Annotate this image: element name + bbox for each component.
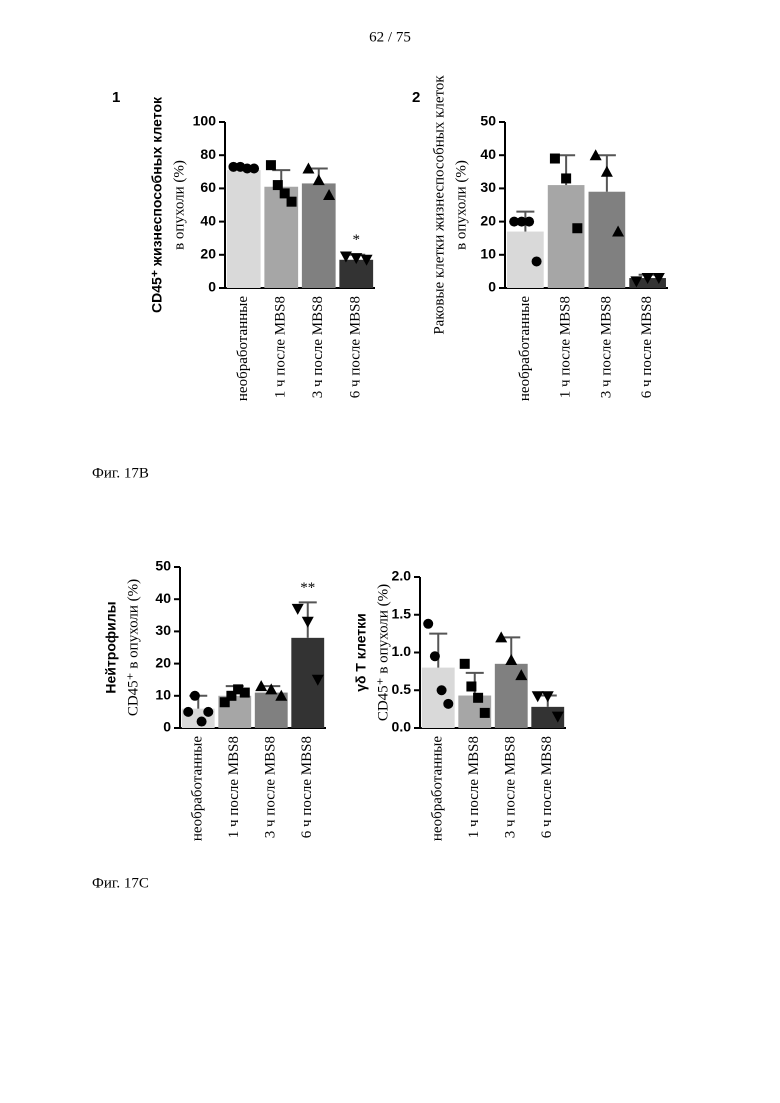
x-tick-label: необработанные: [517, 296, 533, 401]
y-tick-label: 0: [163, 719, 171, 735]
data-point: [505, 654, 517, 665]
x-tick-label: 3 ч после MBS8: [598, 296, 614, 398]
x-tick-label: 1 ч после MBS8: [226, 736, 242, 838]
page: 62 / 75 Фиг. 17B Фиг. 17C 1 CD45⁺ жизнесп…: [0, 0, 780, 1103]
x-tick-label: необработанные: [430, 736, 446, 841]
panel-label: 1: [112, 89, 120, 106]
data-point: [532, 691, 544, 702]
page-number: 62 / 75: [369, 29, 411, 45]
data-point: [423, 619, 433, 629]
data-point: [550, 154, 560, 164]
data-point: [240, 688, 250, 698]
y-tick-label: 80: [200, 146, 216, 162]
y-tick-label: 20: [200, 246, 216, 262]
y-axis-label: в опухоли (%): [453, 160, 469, 250]
x-tick-label: 3 ч после MBS8: [310, 296, 326, 398]
panel-label: 2: [412, 89, 420, 106]
y-tick-label: 40: [155, 590, 171, 606]
data-point: [460, 659, 470, 669]
data-point: [265, 683, 277, 694]
x-tick-label: 1 ч после MBS8: [466, 736, 482, 838]
data-point: [532, 256, 542, 266]
y-axis-label: CD45⁺ в опухоли (%): [375, 584, 391, 721]
y-tick-label: 0.0: [392, 719, 412, 735]
y-tick-label: 1.0: [392, 643, 412, 659]
y-tick-label: 10: [155, 687, 171, 703]
bar: [422, 668, 455, 728]
y-axis-label: γδ T клетки: [353, 613, 369, 692]
x-tick-label: 6 ч после MBS8: [639, 296, 655, 398]
x-tick-label: необработанные: [235, 296, 251, 401]
data-point: [480, 708, 490, 718]
y-tick-label: 2.0: [392, 568, 412, 584]
data-point: [249, 163, 259, 173]
y-tick-label: 40: [200, 212, 216, 228]
x-tick-label: 6 ч после MBS8: [348, 296, 364, 398]
data-point: [473, 693, 483, 703]
figure-caption: Фиг. 17C: [92, 875, 149, 891]
data-point: [466, 681, 476, 691]
bar: [548, 185, 585, 288]
data-point: [266, 160, 276, 170]
y-tick-label: 0.5: [392, 681, 412, 697]
y-axis-label: в опухоли (%): [171, 160, 187, 250]
data-point: [572, 223, 582, 233]
y-tick-label: 0: [488, 279, 496, 295]
y-tick-label: 50: [155, 558, 171, 574]
data-point: [601, 166, 613, 177]
y-tick-label: 30: [155, 622, 171, 638]
x-tick-label: 1 ч после MBS8: [273, 296, 289, 398]
data-point: [190, 691, 200, 701]
data-point: [437, 685, 447, 695]
x-tick-label: необработанные: [190, 736, 206, 841]
data-point: [292, 604, 304, 615]
data-point: [430, 651, 440, 661]
y-tick-label: 50: [480, 113, 496, 129]
data-point: [287, 197, 297, 207]
data-point: [524, 217, 534, 227]
data-point: [561, 173, 571, 183]
data-point: [183, 707, 193, 717]
x-tick-label: 3 ч после MBS8: [263, 736, 279, 838]
y-axis-label: Раковые клетки жизнеспособных клеток: [431, 75, 447, 335]
y-tick-label: 30: [480, 179, 496, 195]
y-tick-label: 20: [155, 654, 171, 670]
y-axis-label: CD45⁺ жизнеспособных клеток: [149, 96, 165, 313]
data-point: [197, 717, 207, 727]
y-tick-label: 1.5: [392, 605, 412, 621]
figure-caption: Фиг. 17B: [92, 465, 149, 481]
y-tick-label: 40: [480, 146, 496, 162]
x-tick-label: 6 ч после MBS8: [539, 736, 555, 838]
y-tick-label: 60: [200, 179, 216, 195]
data-point: [302, 617, 314, 628]
data-point: [443, 699, 453, 709]
x-tick-label: 6 ч после MBS8: [299, 736, 315, 838]
y-tick-label: 100: [193, 113, 217, 129]
y-axis-label: Нейтрофилы: [103, 601, 119, 693]
y-tick-label: 20: [480, 212, 496, 228]
annotation: *: [353, 232, 361, 248]
y-tick-label: 0: [208, 279, 216, 295]
data-point: [313, 174, 325, 185]
data-point: [542, 691, 554, 702]
annotation: **: [300, 580, 315, 596]
x-tick-label: 3 ч после MBS8: [503, 736, 519, 838]
bar: [589, 192, 626, 288]
bar: [227, 170, 261, 288]
x-tick-label: 1 ч после MBS8: [558, 296, 574, 398]
y-tick-label: 10: [480, 246, 496, 262]
data-point: [203, 707, 213, 717]
error-bar: [429, 634, 447, 668]
y-axis-label: CD45⁺ в опухоли (%): [125, 579, 141, 716]
